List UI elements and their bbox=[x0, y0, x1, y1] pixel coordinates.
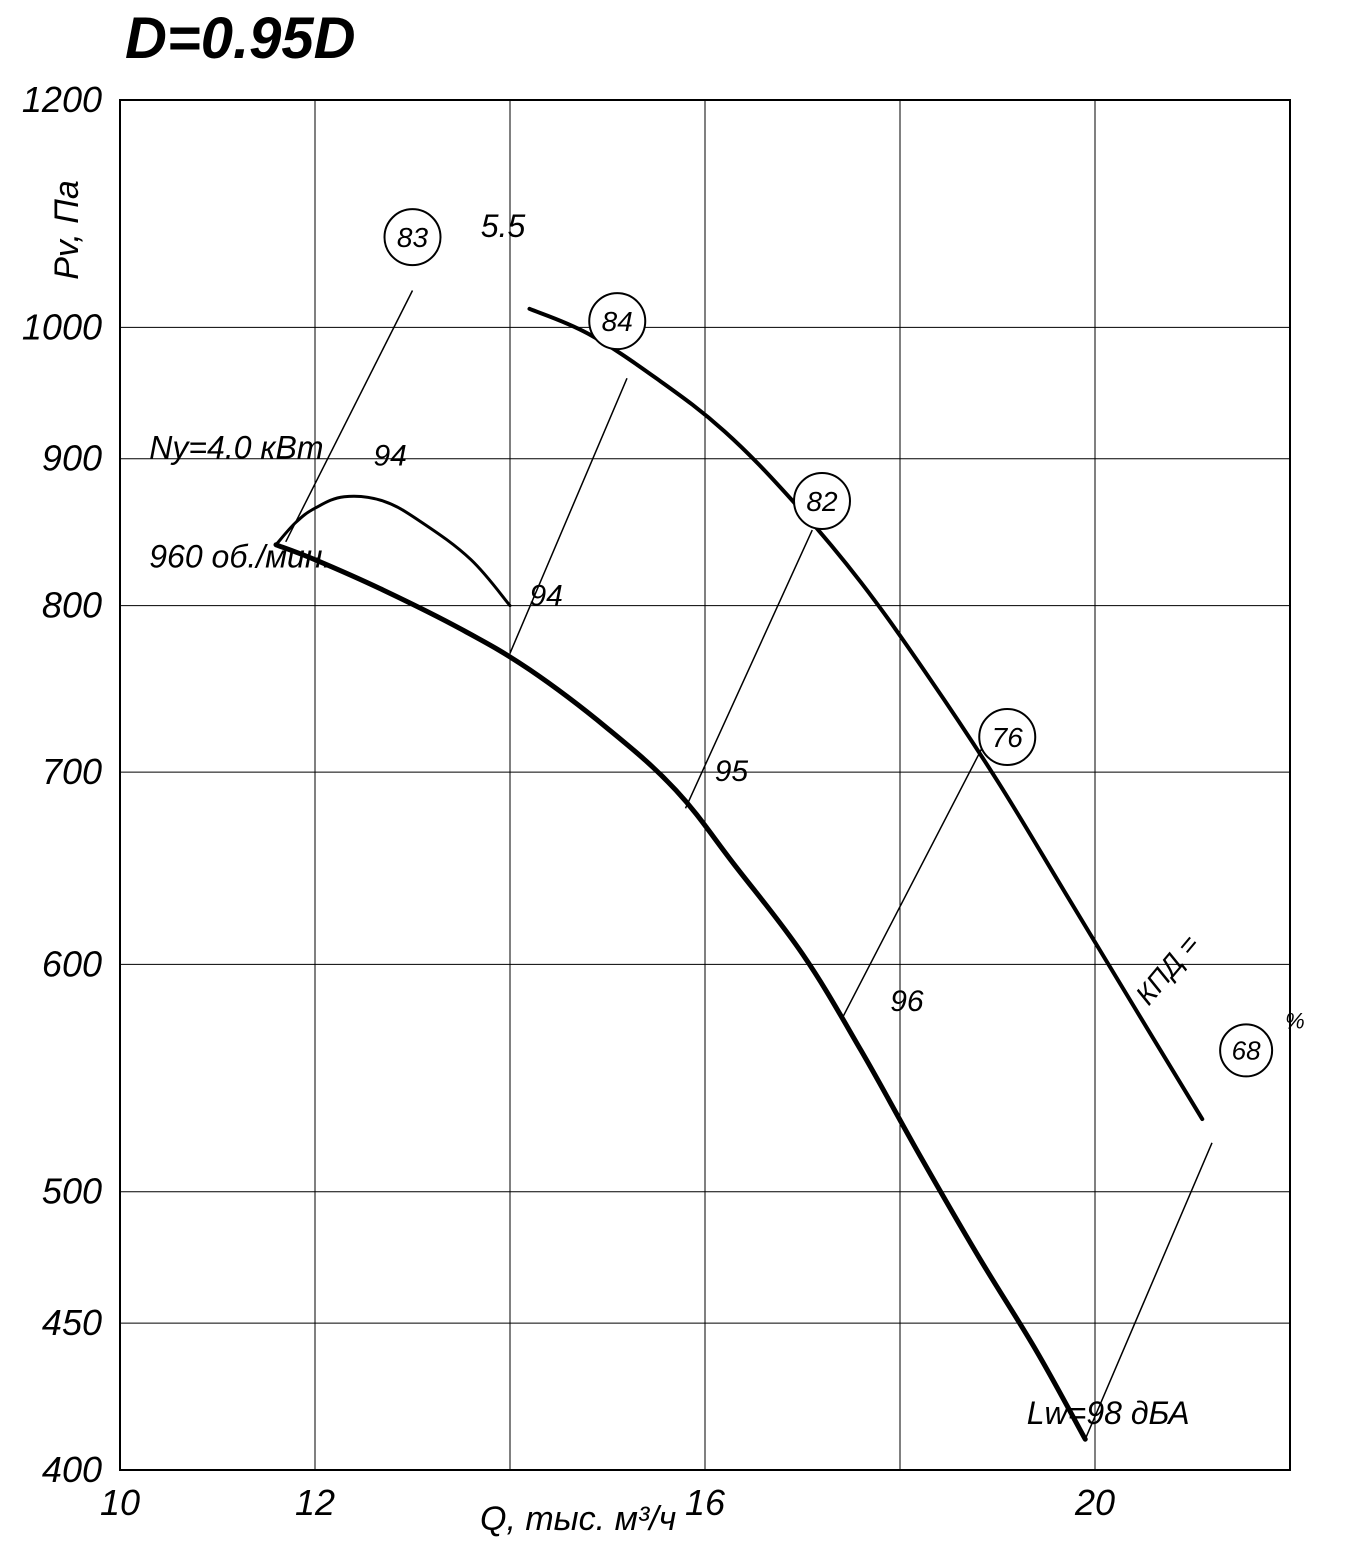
annotation-text: % bbox=[1285, 1008, 1305, 1033]
y-tick-label: 700 bbox=[42, 751, 102, 792]
annotation-text: 94 bbox=[374, 440, 407, 473]
annotation-text: Ny=4.0 кВт bbox=[149, 430, 323, 466]
x-axis-label: Q, тыс. м³/ч bbox=[480, 1500, 676, 1538]
annotation-text: 94 bbox=[530, 580, 563, 613]
annotation-text: 5.5 bbox=[481, 208, 526, 244]
annotation-text: Lw=98 дБА bbox=[1027, 1395, 1190, 1431]
x-tick-label: 10 bbox=[100, 1482, 140, 1523]
y-tick-label: 400 bbox=[42, 1449, 102, 1490]
y-tick-label: 1200 bbox=[22, 79, 102, 120]
circled-label-text: 76 bbox=[992, 722, 1024, 753]
y-tick-label: 500 bbox=[42, 1171, 102, 1212]
x-tick-label: 16 bbox=[685, 1482, 726, 1523]
x-tick-label: 12 bbox=[295, 1482, 335, 1523]
y-tick-label: 900 bbox=[42, 438, 102, 479]
y-axis-label: Pv, Па bbox=[48, 180, 86, 280]
circled-label-text: 82 bbox=[806, 486, 838, 517]
y-tick-label: 600 bbox=[42, 943, 102, 984]
annotation-text: 95 bbox=[715, 755, 749, 788]
chart-svg: 10 12 16 20 400 450 500 600 700 800 900 1000 1200 Q, … bbox=[0, 0, 1347, 1563]
annotation-text: 960 об./мин. bbox=[149, 538, 331, 574]
circled-label-text: 68 bbox=[1232, 1036, 1261, 1066]
chart-title: D=0.95D bbox=[125, 6, 356, 71]
y-tick-label: 800 bbox=[42, 585, 102, 626]
y-tick-label: 450 bbox=[42, 1302, 102, 1343]
x-tick-label: 20 bbox=[1074, 1482, 1115, 1523]
annotation-text: 96 bbox=[890, 985, 924, 1018]
fan-performance-chart: 10 12 16 20 400 450 500 600 700 800 900 1000 1200 Q, … bbox=[0, 0, 1347, 1563]
circled-label-text: 84 bbox=[602, 306, 633, 337]
y-tick-label: 1000 bbox=[22, 306, 102, 347]
circled-label-text: 83 bbox=[397, 222, 429, 253]
